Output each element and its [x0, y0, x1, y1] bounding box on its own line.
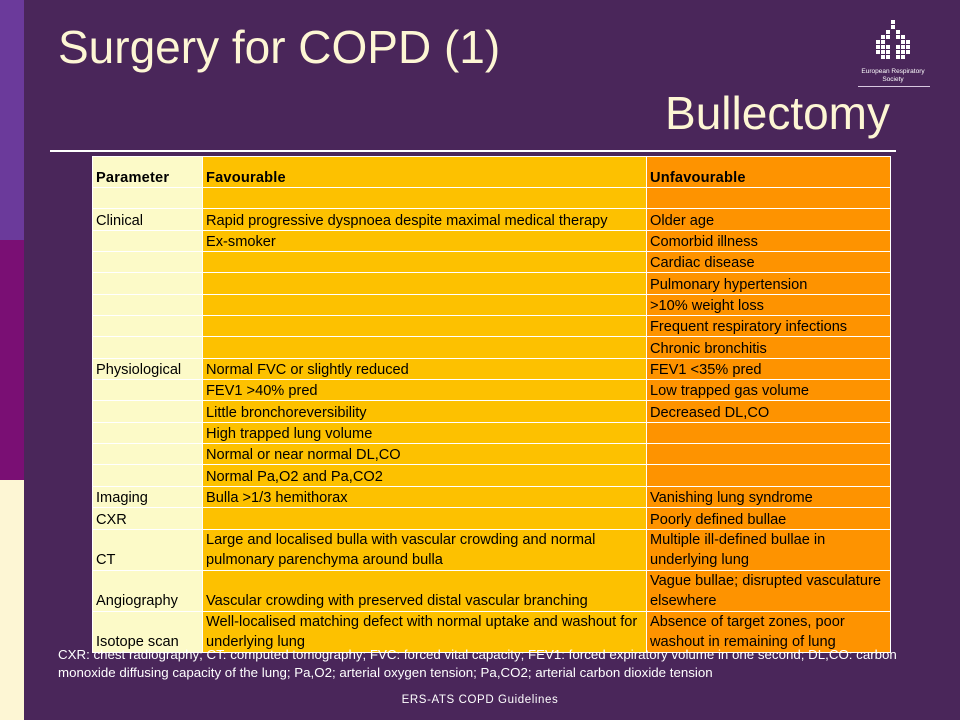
- unfavourable-cell: [646, 186, 891, 210]
- table-row: Isotope scan Well-localised matching def…: [92, 610, 891, 653]
- unfavourable-cell: Absence of target zones, poor washout in…: [646, 610, 891, 653]
- unfavourable-cell: Decreased DL,CO: [646, 400, 891, 423]
- parameter-cell: [92, 251, 203, 274]
- unfavourable-cell: Frequent respiratory infections: [646, 315, 891, 338]
- slide-subtitle: Bullectomy: [665, 87, 890, 139]
- favourable-cell: Vascular crowding with preserved distal …: [202, 569, 647, 612]
- parameter-cell: [92, 421, 203, 445]
- favourable-cell: FEV1 >40% pred: [202, 379, 647, 402]
- favourable-cell: High trapped lung volume: [202, 421, 647, 445]
- favourable-cell: Ex-smoker: [202, 229, 647, 253]
- header-favourable: Favourable: [202, 156, 647, 188]
- parameter-cell: Angiography: [92, 569, 203, 612]
- header-parameter: Parameter: [92, 156, 203, 188]
- parameter-cell: [92, 315, 203, 338]
- parameter-cell: [92, 336, 203, 359]
- unfavourable-cell: >10% weight loss: [646, 293, 891, 317]
- favourable-cell: [202, 315, 647, 338]
- unfavourable-cell: FEV1 <35% pred: [646, 357, 891, 381]
- table-row: Pulmonary hypertension: [92, 272, 891, 295]
- favourable-cell: Normal Pa,O2 and Pa,CO2: [202, 464, 647, 487]
- lungs-icon: [876, 20, 910, 59]
- favourable-cell: Large and localised bulla with vascular …: [202, 528, 647, 571]
- parameter-cell: [92, 400, 203, 423]
- parameter-cell: CXR: [92, 507, 203, 530]
- unfavourable-cell: Vanishing lung syndrome: [646, 485, 891, 509]
- unfavourable-cell: Cardiac disease: [646, 251, 891, 274]
- accent-strip-bottom: [0, 480, 24, 720]
- unfavourable-cell: Chronic bronchitis: [646, 336, 891, 359]
- favourable-cell: Little bronchoreversibility: [202, 400, 647, 423]
- table-row: Frequent respiratory infections: [92, 315, 891, 338]
- table-row: Cardiac disease: [92, 251, 891, 274]
- accent-strip-top: [0, 0, 24, 240]
- parameter-cell: CT: [92, 528, 203, 571]
- favourable-cell: Normal FVC or slightly reduced: [202, 357, 647, 381]
- favourable-cell: [202, 251, 647, 274]
- logo-text: European Respiratory Society: [861, 68, 925, 83]
- ers-logo: European Respiratory Society: [852, 18, 934, 94]
- parameter-cell: [92, 464, 203, 487]
- favourable-cell: Normal or near normal DL,CO: [202, 443, 647, 466]
- unfavourable-cell: Poorly defined bullae: [646, 507, 891, 530]
- table-row: Little bronchoreversibility Decreased DL…: [92, 400, 891, 423]
- table-row: Chronic bronchitis: [92, 336, 891, 359]
- table-row: FEV1 >40% pred Low trapped gas volume: [92, 379, 891, 402]
- abbreviations-footnote: CXR: chest radiography; CT: computed tom…: [58, 647, 897, 680]
- parameter-cell: [92, 229, 203, 253]
- unfavourable-cell: Older age: [646, 208, 891, 231]
- table-row: Clinical Rapid progressive dyspnoea desp…: [92, 208, 891, 231]
- unfavourable-cell: Low trapped gas volume: [646, 379, 891, 402]
- parameter-cell: [92, 379, 203, 402]
- unfavourable-cell: [646, 421, 891, 445]
- logo-underline: [858, 86, 930, 87]
- table-row: Normal or near normal DL,CO: [92, 443, 891, 466]
- table-row: Angiography Vascular crowding with prese…: [92, 569, 891, 612]
- title-divider: [50, 150, 896, 152]
- favourable-cell: [202, 507, 647, 530]
- unfavourable-cell: [646, 443, 891, 466]
- parameter-cell: Isotope scan: [92, 610, 203, 653]
- unfavourable-cell: Vague bullae; disrupted vasculature else…: [646, 569, 891, 612]
- table-row: Physiological Normal FVC or slightly red…: [92, 357, 891, 381]
- accent-strip-middle: [0, 240, 24, 480]
- parameter-cell: [92, 186, 203, 210]
- parameter-cell: Imaging: [92, 485, 203, 509]
- unfavourable-cell: Pulmonary hypertension: [646, 272, 891, 295]
- slide-footer: ERS-ATS COPD Guidelines: [401, 694, 559, 706]
- unfavourable-cell: Multiple ill-defined bullae in underlyin…: [646, 528, 891, 571]
- favourable-cell: Bulla >1/3 hemithorax: [202, 485, 647, 509]
- favourable-cell: Rapid progressive dyspnoea despite maxim…: [202, 208, 647, 231]
- table-row: High trapped lung volume: [92, 421, 891, 445]
- parameter-cell: Physiological: [92, 357, 203, 381]
- parameter-cell: [92, 443, 203, 466]
- favourable-cell: [202, 186, 647, 210]
- table-row: Normal Pa,O2 and Pa,CO2: [92, 464, 891, 487]
- slide-title: Surgery for COPD (1): [58, 21, 501, 73]
- unfavourable-cell: [646, 464, 891, 487]
- favourable-cell: [202, 272, 647, 295]
- bullectomy-table: Parameter Favourable Unfavourable Clinic…: [92, 156, 891, 653]
- parameter-cell: [92, 293, 203, 317]
- parameter-cell: Clinical: [92, 208, 203, 231]
- table-row: Ex-smoker Comorbid illness: [92, 229, 891, 253]
- table-header-row: Parameter Favourable Unfavourable: [92, 156, 891, 188]
- unfavourable-cell: Comorbid illness: [646, 229, 891, 253]
- table-row: [92, 186, 891, 210]
- table-row: CT Large and localised bulla with vascul…: [92, 528, 891, 571]
- parameter-cell: [92, 272, 203, 295]
- header-unfavourable: Unfavourable: [646, 156, 891, 188]
- favourable-cell: [202, 293, 647, 317]
- table-row: CXR Poorly defined bullae: [92, 507, 891, 530]
- favourable-cell: [202, 336, 647, 359]
- table-row: Imaging Bulla >1/3 hemithorax Vanishing …: [92, 485, 891, 509]
- table-row: >10% weight loss: [92, 293, 891, 317]
